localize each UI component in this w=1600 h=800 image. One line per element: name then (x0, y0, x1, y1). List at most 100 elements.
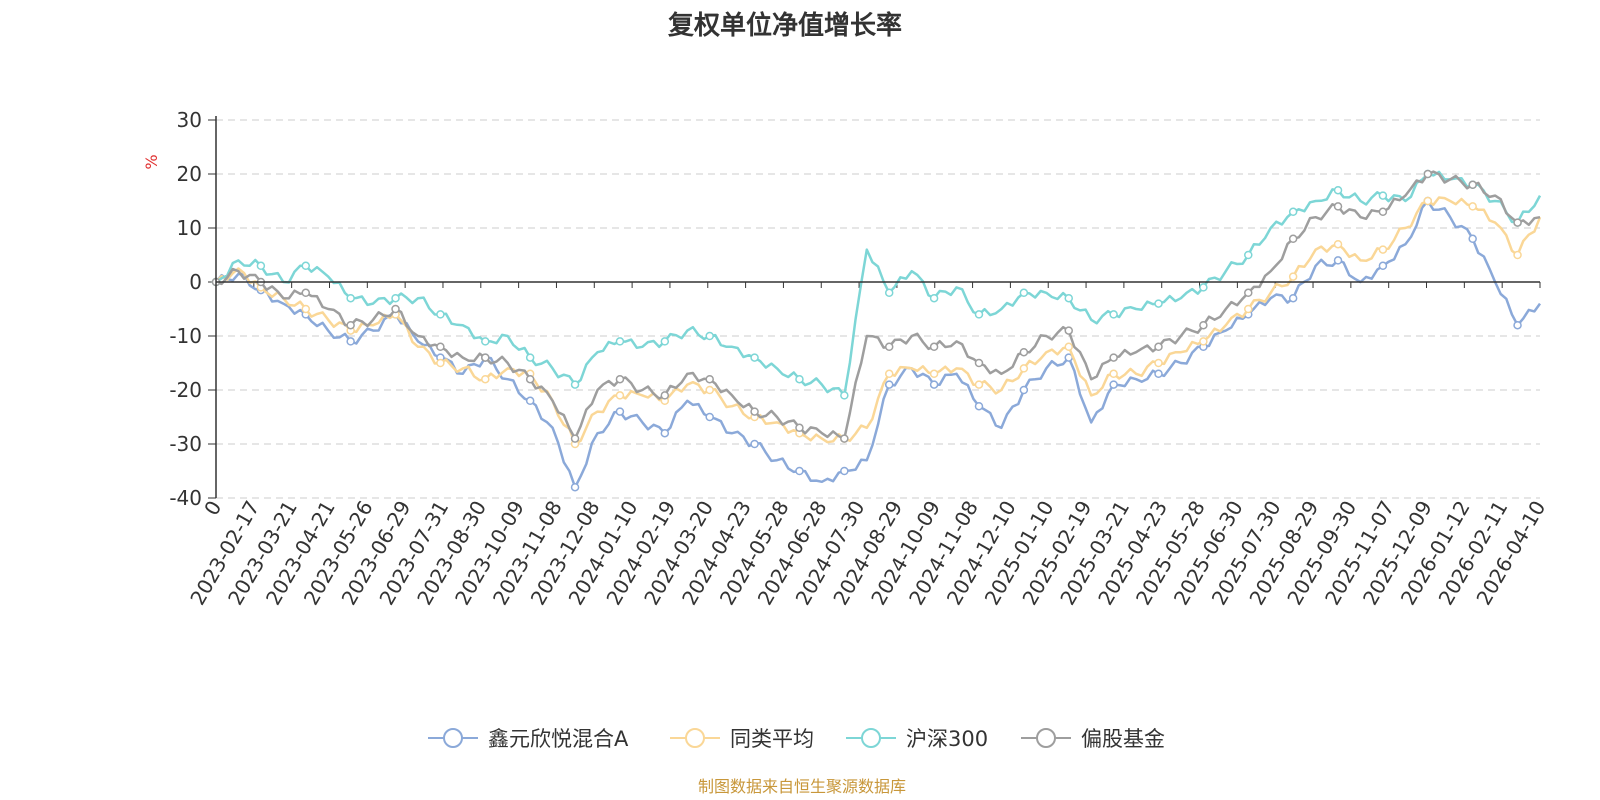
legend-item[interactable]: 偏股基金 (1021, 727, 1165, 751)
data-point (1378, 207, 1388, 217)
data-point (256, 261, 266, 271)
data-point (705, 374, 714, 384)
data-point (346, 293, 355, 303)
legend-label: 偏股基金 (1081, 727, 1165, 751)
data-point (750, 353, 759, 362)
legend-marker-icon (685, 728, 705, 748)
data-point (301, 304, 311, 314)
data-point (481, 374, 490, 384)
legend: 鑫元欣悦混合A 同类平均 沪深300 偏股基金 (428, 727, 1165, 751)
data-point (974, 310, 984, 319)
data-point (750, 439, 759, 449)
data-point (884, 369, 894, 379)
legend-item[interactable]: 同类平均 (670, 727, 814, 751)
data-point (1199, 283, 1208, 292)
data-point (1378, 191, 1388, 200)
x-tick-label: 0 (199, 497, 226, 520)
data-point (1288, 234, 1298, 244)
data-point (1333, 256, 1343, 265)
legend-item[interactable]: 沪深300 (846, 727, 988, 751)
data-point (795, 374, 804, 384)
data-point (615, 337, 625, 346)
data-point (1513, 218, 1522, 227)
data-point (1378, 245, 1388, 254)
data-point (525, 374, 535, 384)
data-point (301, 288, 311, 298)
series-4 (211, 169, 1541, 443)
data-point (1333, 202, 1343, 211)
data-point (1288, 272, 1298, 281)
data-point (570, 434, 580, 443)
y-tick-label: 10 (177, 216, 202, 240)
data-point (615, 391, 625, 400)
data-point (840, 391, 849, 400)
data-point (1109, 380, 1118, 389)
data-point (391, 304, 400, 314)
legend-marker-icon (861, 728, 881, 748)
data-point (1244, 288, 1253, 298)
data-point (705, 331, 714, 341)
legend-item[interactable]: 鑫元欣悦混合A (428, 727, 629, 751)
data-point (1468, 180, 1477, 190)
grid-lines (216, 119, 1540, 499)
y-tick-label: 20 (177, 162, 202, 186)
data-point (391, 293, 400, 303)
data-point (525, 396, 535, 406)
data-point (436, 310, 445, 319)
data-point (1064, 342, 1073, 352)
data-point (1513, 250, 1522, 260)
y-tick-label: -10 (169, 324, 202, 348)
data-point (1019, 347, 1029, 357)
data-point (1154, 358, 1163, 368)
y-tick-label: -40 (169, 486, 202, 510)
data-point (974, 380, 984, 389)
data-point (301, 261, 311, 271)
data-point (1244, 304, 1253, 314)
y-tick-label: -20 (169, 378, 202, 402)
chart-title: 复权单位净值增长率 (668, 10, 902, 41)
data-point (660, 428, 670, 438)
data-point (346, 320, 355, 330)
data-point (1019, 364, 1029, 373)
legend-label: 沪深300 (906, 727, 988, 751)
data-point (570, 380, 580, 389)
data-point (1333, 239, 1343, 249)
data-point (1288, 293, 1298, 303)
data-point (795, 466, 804, 476)
source-footer: 制图数据来自恒生聚源数据库 (698, 777, 906, 796)
data-point (705, 385, 714, 395)
data-point (1378, 261, 1388, 271)
data-point (660, 391, 670, 400)
data-point (1154, 299, 1163, 308)
data-point (1199, 337, 1208, 346)
data-point (1468, 202, 1477, 211)
y-tick-label: 30 (177, 108, 202, 132)
data-point (884, 342, 894, 352)
data-point (795, 423, 804, 433)
data-point (1109, 353, 1118, 362)
data-point (1288, 207, 1298, 217)
data-point (840, 466, 849, 476)
data-point (481, 353, 490, 362)
data-point (1154, 342, 1163, 352)
data-point (840, 434, 849, 443)
data-point (1423, 169, 1433, 179)
series-group (211, 169, 1542, 492)
y-tick-label: 0 (189, 270, 202, 294)
data-point (884, 380, 894, 389)
legend-label: 鑫元欣悦混合A (488, 727, 629, 751)
data-point (615, 374, 625, 384)
data-point (929, 369, 939, 379)
data-point (615, 407, 625, 416)
data-point (1468, 234, 1477, 244)
y-tick-label: -30 (169, 432, 202, 456)
axes (215, 116, 1540, 498)
data-point (1109, 369, 1118, 379)
data-point (929, 380, 939, 389)
data-point (660, 337, 670, 346)
y-axis-label: % (142, 154, 161, 169)
data-point (705, 412, 714, 422)
data-point (929, 342, 939, 352)
data-point (1199, 320, 1208, 330)
